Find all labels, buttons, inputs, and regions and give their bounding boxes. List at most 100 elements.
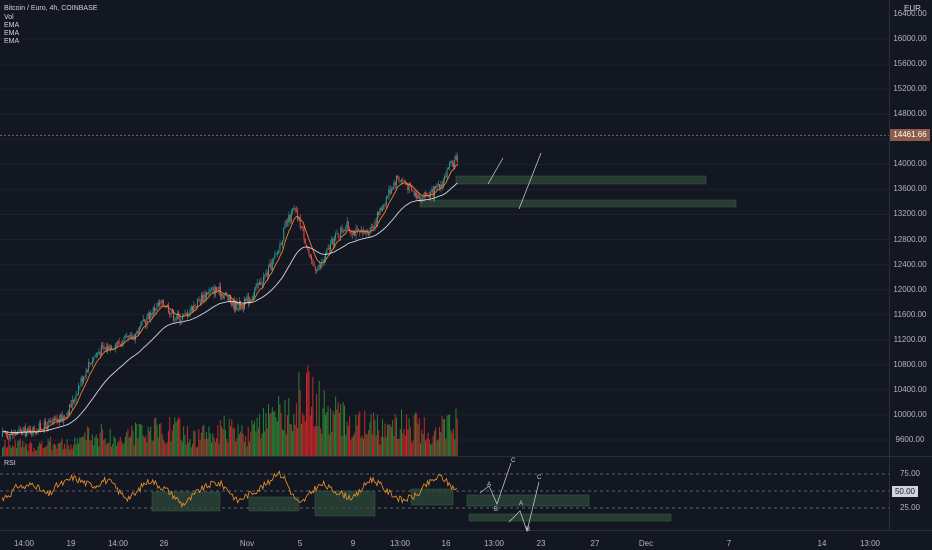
volume-bar [328,434,330,456]
candle-body [235,301,236,311]
demand-zone-upper[interactable] [455,175,707,185]
volume-bar [406,414,408,456]
volume-bar [57,443,59,456]
candle-body [399,180,401,182]
candle-body [294,208,296,210]
volume-bar [222,429,224,456]
volume-bar [98,446,100,456]
candle-body [284,223,286,228]
volume-bar [174,417,176,456]
volume-bar [254,421,256,456]
volume-bar [373,412,375,456]
indicator-vol-label[interactable]: Vol [4,14,14,21]
volume-bar [355,414,357,456]
candle-body [80,378,82,386]
volume-bar [76,438,78,456]
volume-bar [64,444,66,456]
volume-bar [437,439,439,456]
candle-body [108,345,110,351]
candle-body [141,321,143,326]
price-axis-label: 10400.00 [893,384,927,394]
volume-bar [230,425,232,456]
candle-body [390,189,392,194]
candle-body [420,198,421,200]
candle-body [146,316,148,325]
rsi-zone[interactable] [410,488,454,506]
volume-bar [166,442,168,456]
candle-body [93,357,95,361]
candle-body [198,298,200,300]
volume-bar [298,371,300,456]
volume-bar [56,448,58,456]
rsi-zone[interactable] [466,494,590,507]
volume-bar [426,438,428,456]
rsi-indicator-label[interactable]: RSI [4,460,16,467]
wave-label: A [487,482,492,488]
volume-bar [420,443,422,456]
candle-body [416,192,418,199]
volume-bar [371,434,373,456]
candle-body [84,376,86,378]
candle-body [214,287,216,295]
volume-bar [255,431,257,456]
candle-body [57,419,59,422]
volume-bar [132,430,134,456]
volume-bar [66,439,68,456]
symbol-title[interactable]: Bitcoin / Euro, 4h, COINBASE [4,5,98,12]
candle-body [384,204,386,206]
indicator-ema-label-3[interactable]: EMA [4,38,20,45]
candle-body [413,191,415,197]
rsi-zone[interactable] [468,513,672,522]
candle-body [176,313,178,319]
volume-bar [173,424,175,456]
candle-body [69,404,71,415]
volume-bar [171,430,173,456]
rsi-zone[interactable] [248,496,300,512]
rsi-zone[interactable] [151,491,221,512]
volume-bar [97,438,99,456]
candle-body [397,175,399,179]
candle-body [97,352,98,354]
time-axis-label: 5 [297,539,303,548]
abc-wave-projection-2[interactable] [508,481,540,533]
volume-bar [274,411,276,456]
volume-bar [221,426,223,456]
candle-body [404,181,406,184]
candle-body [365,230,367,234]
candle-body [342,231,344,232]
volume-bar [14,439,16,456]
volume-bar [10,447,12,456]
volume-bar [317,426,319,456]
rsi-line[interactable] [1,470,458,508]
projection-trendline-2[interactable] [518,152,542,210]
candle-body [157,303,159,305]
price-pane[interactable] [0,0,889,456]
indicator-ema-label-1[interactable]: EMA [4,22,20,29]
abc-wave-projection-1[interactable] [479,462,512,505]
ema-fast-line[interactable] [2,164,458,436]
candle-body [221,293,223,297]
candle-body [154,307,155,311]
volume-bar [361,435,363,456]
time-axis-label: Dec [638,539,654,548]
demand-zone-lower[interactable] [419,199,737,208]
volume-bar [204,438,206,456]
candle-body [340,227,342,237]
indicator-ema-label-2[interactable]: EMA [4,30,20,37]
volume-bar [167,431,169,456]
volume-bar [370,413,372,456]
volume-bar [346,421,348,456]
volume-bar [46,445,48,456]
currency-label[interactable]: EUR [904,4,921,13]
ema-slow-line[interactable] [2,182,458,433]
volume-bar [95,434,97,456]
candle-body [227,295,229,301]
candle-body [395,175,397,185]
volume-bar [271,407,273,456]
projection-trendline-1[interactable] [487,157,504,185]
volume-bar [203,424,205,456]
candle-body [159,302,160,305]
candle-body [456,156,458,163]
candle-body [64,416,65,418]
